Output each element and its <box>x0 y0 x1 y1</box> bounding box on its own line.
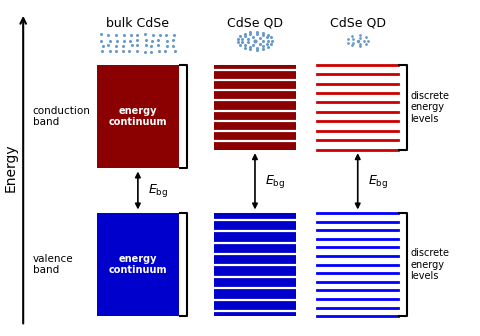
Text: CdSe QD: CdSe QD <box>227 16 282 30</box>
Text: bulk CdSe: bulk CdSe <box>106 16 169 30</box>
Bar <box>214 65 295 150</box>
Bar <box>97 213 178 316</box>
Bar <box>214 213 295 316</box>
Text: energy
continuum: energy continuum <box>108 106 167 127</box>
Text: $E_{\rm bg}$: $E_{\rm bg}$ <box>368 173 388 190</box>
Text: valence
band: valence band <box>33 254 73 276</box>
Text: $E_{\rm bg}$: $E_{\rm bg}$ <box>148 182 168 199</box>
Text: energy
continuum: energy continuum <box>108 254 167 276</box>
Text: $E_{\rm bg}$: $E_{\rm bg}$ <box>265 173 285 190</box>
Text: discrete
energy
levels: discrete energy levels <box>409 248 448 281</box>
Text: discrete
energy
levels: discrete energy levels <box>409 91 448 124</box>
Text: conduction
band: conduction band <box>33 106 90 127</box>
Bar <box>97 65 178 168</box>
Text: Energy: Energy <box>3 144 17 192</box>
Text: CdSe QD: CdSe QD <box>329 16 385 30</box>
